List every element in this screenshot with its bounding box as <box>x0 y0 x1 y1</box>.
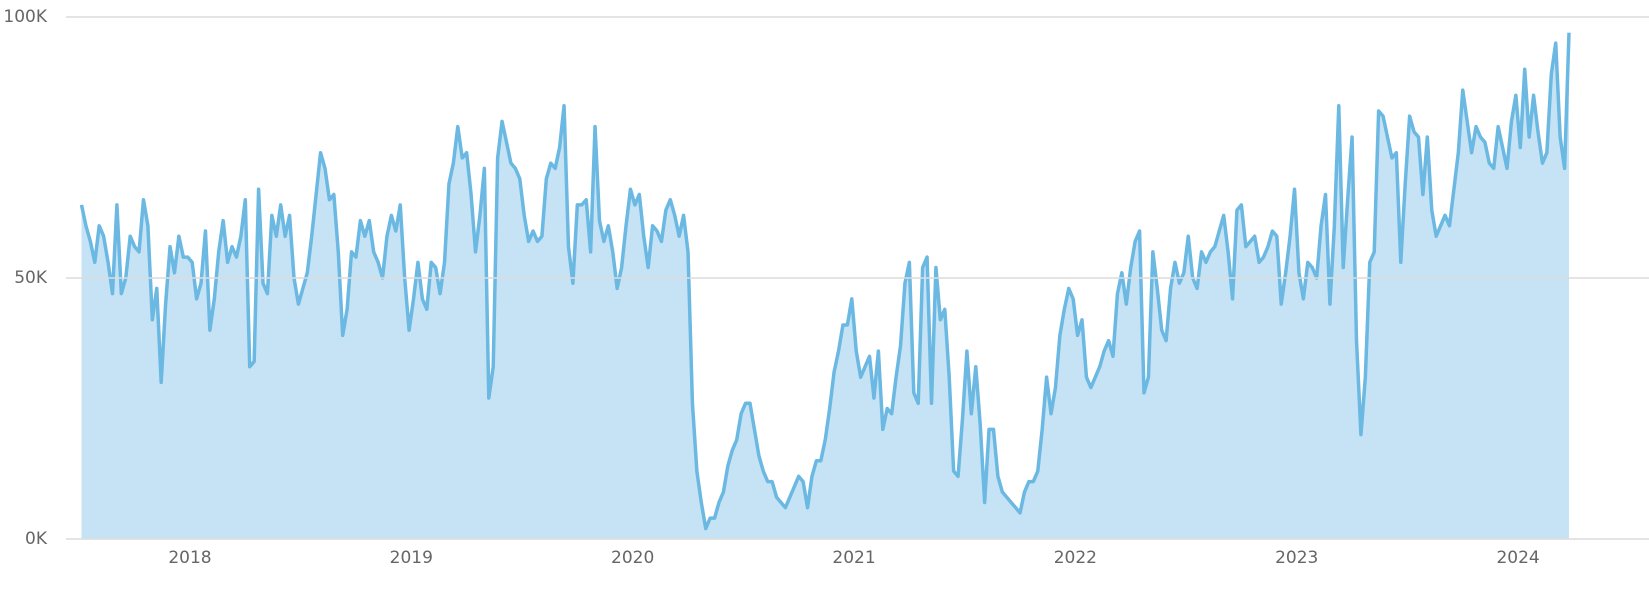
x-tick-label: 2022 <box>1054 548 1097 568</box>
line <box>79 32 1571 531</box>
x-tick-label: 2020 <box>611 548 654 568</box>
x-tick-label: 2019 <box>390 548 433 568</box>
area-fill <box>81 32 1570 539</box>
y-tick-label: 50K <box>14 268 48 288</box>
x-tick-label: 2024 <box>1496 548 1539 568</box>
y-tick-label: 0K <box>25 529 48 549</box>
y-tick-label: 100K <box>3 7 47 27</box>
x-tick-label: 2023 <box>1275 548 1318 568</box>
x-tick-label: 2018 <box>168 548 211 568</box>
x-tick-label: 2021 <box>832 548 875 568</box>
